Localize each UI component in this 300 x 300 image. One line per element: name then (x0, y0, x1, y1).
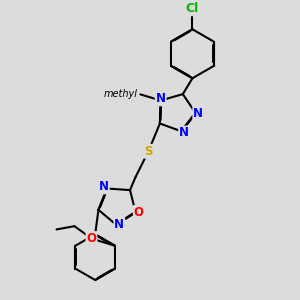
Text: S: S (144, 145, 153, 158)
Text: O: O (86, 232, 97, 245)
Text: N: N (156, 92, 166, 105)
Text: N: N (179, 127, 189, 140)
Text: O: O (134, 206, 144, 219)
Text: methyl: methyl (104, 89, 138, 99)
Text: N: N (193, 107, 203, 120)
Text: N: N (114, 218, 124, 231)
Text: N: N (99, 180, 109, 194)
Text: Cl: Cl (186, 2, 199, 15)
